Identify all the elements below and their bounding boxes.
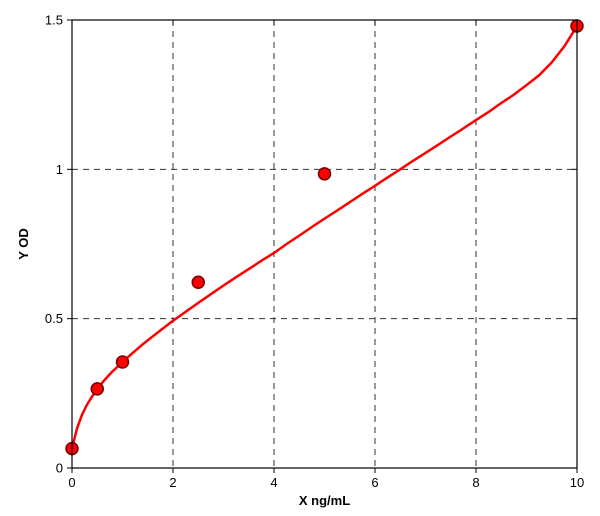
ytick-label: 1.5 — [45, 13, 63, 28]
data-marker — [91, 383, 103, 395]
xtick-label: 2 — [169, 475, 176, 490]
chart-bg — [0, 0, 600, 516]
data-marker — [192, 276, 204, 288]
chart-container: 0 2 4 6 8 10 0 0.5 1 1.5 X ng/mL Y OD — [0, 0, 600, 516]
xtick-label: 0 — [68, 475, 75, 490]
chart-svg: 0 2 4 6 8 10 0 0.5 1 1.5 X ng/mL Y OD — [0, 0, 600, 516]
ytick-label: 0 — [56, 461, 63, 476]
y-axis-label: Y OD — [16, 228, 31, 260]
ytick-label: 1 — [56, 162, 63, 177]
xtick-label: 8 — [472, 475, 479, 490]
xtick-label: 10 — [570, 475, 584, 490]
data-marker — [117, 356, 129, 368]
xtick-label: 6 — [371, 475, 378, 490]
xtick-label: 4 — [270, 475, 277, 490]
x-axis-label: X ng/mL — [299, 493, 350, 508]
data-marker — [319, 168, 331, 180]
ytick-label: 0.5 — [45, 311, 63, 326]
